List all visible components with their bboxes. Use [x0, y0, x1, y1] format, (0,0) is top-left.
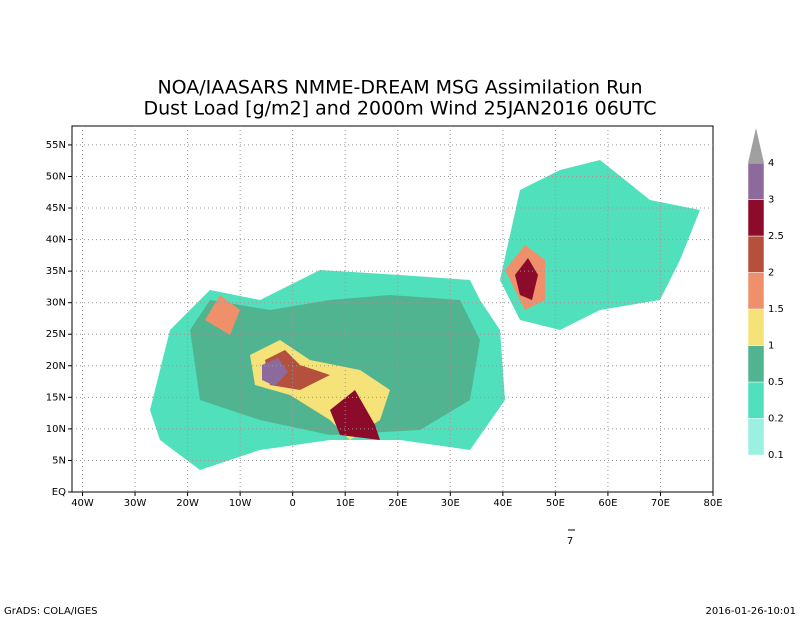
y-tick-label: 55N: [46, 140, 66, 151]
footer-left: GrADS: COLA/IGES: [4, 606, 98, 617]
y-tick-label: 30N: [46, 298, 66, 309]
dust-area: [500, 160, 700, 330]
x-tick-label: 60E: [598, 498, 617, 509]
colorbar-label: 2: [768, 268, 774, 279]
y-tick-label: 50N: [46, 171, 66, 182]
x-tick-label: 10E: [336, 498, 355, 509]
y-tick-label: 10N: [46, 424, 66, 435]
x-tick-label: 40E: [493, 498, 512, 509]
dust-area: [205, 295, 240, 335]
colorbar-swatch: [747, 272, 765, 310]
colorbar-swatch: [747, 308, 765, 346]
colorbar-label: 0.1: [768, 450, 784, 461]
colorbar-label: 0.5: [768, 377, 784, 388]
y-tick-label: 5N: [52, 455, 66, 466]
dust-field: [150, 160, 700, 470]
colorbar-swatch: [747, 381, 765, 419]
colorbar-label: 1: [768, 341, 774, 352]
colorbar-label: 0.2: [768, 414, 784, 425]
x-tick-label: 20W: [176, 498, 199, 509]
colorbar-label: 3: [768, 195, 774, 206]
colorbar-swatch: [747, 199, 765, 237]
dust-area: [515, 258, 538, 300]
colorbar-label: 4: [768, 158, 774, 169]
x-tick-label: 0: [289, 498, 295, 509]
colorbar-swatch: [747, 418, 765, 456]
x-tick-label: 10W: [229, 498, 252, 509]
x-tick-label: 40W: [71, 498, 94, 509]
y-tick-label: 45N: [46, 203, 66, 214]
y-tick-label: 15N: [46, 392, 66, 403]
x-tick-label: 70E: [651, 498, 670, 509]
colorbar-swatch: [747, 345, 765, 383]
y-tick-label: 40N: [46, 235, 66, 246]
x-tick-label: 30W: [124, 498, 147, 509]
colorbar-swatch: [747, 235, 765, 273]
colorbar-over: [748, 128, 764, 163]
footer-right: 2016-01-26-10:01: [705, 606, 796, 617]
colorbar-label: 1.5: [768, 304, 784, 315]
colorbar-swatch: [747, 162, 765, 200]
x-tick-label: 30E: [441, 498, 460, 509]
y-tick-label: 35N: [46, 266, 66, 277]
chart-subtitle: Dust Load [g/m2] and 2000m Wind 25JAN201…: [144, 98, 657, 120]
chart-title: NOA/IAASARS NMME-DREAM MSG Assimilation …: [157, 77, 642, 99]
y-tick-label: 20N: [46, 361, 66, 372]
dust-area: [330, 390, 380, 440]
reference-vector-label: 7: [567, 536, 573, 547]
dust-area: [265, 350, 330, 390]
x-tick-label: 50E: [546, 498, 565, 509]
colorbar-label: 2.5: [768, 231, 784, 242]
y-tick-label: 25N: [46, 329, 66, 340]
x-tick-label: 80E: [703, 498, 722, 509]
map-frame: [71, 125, 714, 493]
dust-area: [262, 358, 288, 386]
y-tick-label: EQ: [52, 487, 66, 498]
x-tick-label: 20E: [388, 498, 407, 509]
